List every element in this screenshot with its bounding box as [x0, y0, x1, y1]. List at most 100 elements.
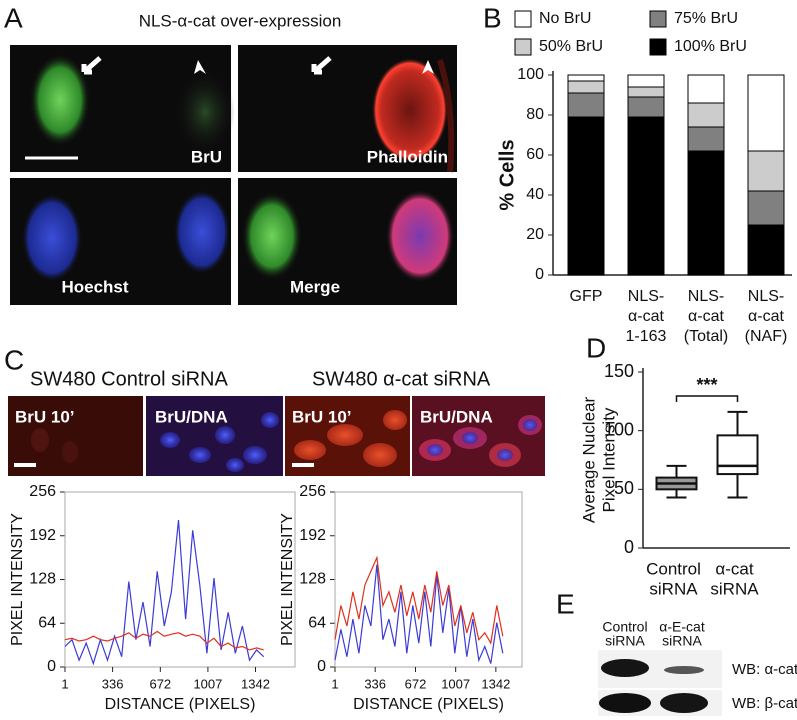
legend-label: 100% BrU	[674, 38, 747, 55]
legend-swatch	[649, 38, 667, 56]
legend-label: 75% BrU	[674, 10, 738, 27]
legend-swatch	[514, 38, 532, 56]
micrograph: Merge	[238, 178, 457, 305]
micrograph: BrU/DNA	[146, 396, 283, 476]
micrograph: Hoechst	[10, 178, 231, 305]
lane-label: siRNA	[605, 633, 645, 649]
y-tick-label: 40	[526, 186, 544, 203]
line	[334, 555, 504, 645]
y-axis-label: % Cells	[496, 139, 518, 210]
bar-segment	[627, 96, 665, 118]
panel-label: C	[4, 344, 24, 375]
legend-swatch	[514, 10, 532, 28]
significance-label: ***	[696, 375, 717, 395]
bar-segment	[567, 80, 605, 94]
y-axis-label: PIXEL INTENSITY	[279, 513, 296, 646]
image-label: BrU/DNA	[155, 407, 228, 426]
bar-segment	[627, 116, 665, 276]
x-tick-label: Control	[646, 559, 701, 578]
y-tick-label: 50	[614, 478, 634, 498]
x-axis-label: DISTANCE (PIXELS)	[105, 696, 256, 713]
image-label: BrU 10’	[15, 407, 75, 426]
x-tick-label: (Total)	[684, 328, 728, 345]
bar-segment	[747, 190, 785, 226]
x-tick-label: 1-163	[626, 328, 667, 345]
y-tick-label: 192	[29, 527, 56, 544]
y-axis-label: PIXEL INTENSITY	[9, 513, 26, 646]
image-label: Merge	[290, 277, 340, 296]
image-label: BrU/DNA	[420, 407, 493, 426]
x-axis-label: DISTANCE (PIXELS)	[353, 696, 504, 713]
x-tick-label: 1	[61, 676, 68, 691]
y-tick-label: 64	[38, 614, 56, 631]
x-tick-label: 1	[331, 676, 338, 691]
line	[334, 564, 504, 664]
x-tick-label: 672	[405, 676, 427, 691]
panel-title: NLS-α-cat over-expression	[139, 11, 342, 30]
plot-frame	[64, 491, 296, 668]
x-tick-label: 1342	[241, 676, 270, 691]
x-tick-label: α-cat	[628, 308, 664, 325]
y-axis-label: Average Nuclear	[579, 397, 598, 524]
y-tick-label: 100	[517, 66, 544, 83]
bar-segment	[687, 150, 725, 276]
western-blot	[598, 650, 722, 716]
panel-title: SW480 α-cat siRNA	[312, 368, 491, 390]
lane-label: α-E-cat	[659, 619, 705, 635]
y-tick-label: 80	[526, 106, 544, 123]
lane-label: siRNA	[662, 633, 702, 649]
panel-label: B	[483, 2, 502, 33]
legend-label: No BrU	[539, 10, 591, 27]
micrograph: BrU 10’	[8, 396, 143, 476]
x-tick-label: siRNA	[649, 579, 698, 598]
y-tick-label: 192	[299, 527, 326, 544]
bar-segment	[747, 74, 785, 152]
panel-label: E	[556, 588, 575, 619]
micrograph: BrU	[10, 45, 235, 172]
y-tick-label: 256	[29, 483, 56, 500]
image-label: BrU 10’	[292, 407, 352, 426]
image-label: Phalloidin	[367, 147, 448, 166]
significance-bracket	[675, 395, 739, 402]
x-tick-label: α-cat	[715, 559, 753, 578]
image-label: BrU	[191, 147, 222, 166]
blot-label: WB: β-cat	[732, 695, 797, 712]
panel-label: A	[4, 2, 23, 33]
bar-segment	[627, 74, 665, 88]
y-tick-label: 0	[47, 658, 56, 675]
line	[64, 519, 265, 666]
x-tick-label: NLS-	[628, 288, 664, 305]
y-tick-label: 256	[299, 483, 326, 500]
bar-segment	[627, 86, 665, 98]
lane-label: Control	[602, 619, 647, 635]
x-tick-label: α-cat	[748, 308, 784, 325]
x-tick-label: α-cat	[688, 308, 724, 325]
bar-segment	[687, 74, 725, 104]
y-axis-label: Pixel Intensity	[599, 407, 618, 512]
micrograph: BrU/DNA	[412, 396, 545, 476]
legend-swatch	[649, 10, 667, 28]
y-tick-label: 128	[299, 571, 326, 588]
x-tick-label: NLS-	[748, 288, 784, 305]
y-tick-label: 0	[317, 658, 326, 675]
box	[716, 434, 759, 476]
y-tick-label: 64	[308, 614, 326, 631]
y-tick-label: 100	[604, 419, 634, 439]
bar-segment	[567, 116, 605, 276]
y-tick-label: 20	[526, 226, 544, 243]
x-tick-label: NLS-	[688, 288, 724, 305]
image-label: Hoechst	[61, 277, 128, 296]
bar-segment	[567, 74, 605, 82]
y-tick-label: 128	[29, 571, 56, 588]
blot-label: WB: α-cat	[732, 661, 797, 678]
micrograph: Phalloidin	[238, 45, 457, 173]
x-tick-label: (NAF)	[745, 328, 788, 345]
panel-title: SW480 Control siRNA	[30, 368, 229, 390]
bar-segment	[747, 224, 785, 276]
panel-label: D	[586, 332, 606, 363]
x-tick-label: 336	[364, 676, 386, 691]
x-tick-label: siRNA	[710, 579, 759, 598]
line	[64, 630, 264, 651]
plot-frame	[334, 491, 523, 668]
